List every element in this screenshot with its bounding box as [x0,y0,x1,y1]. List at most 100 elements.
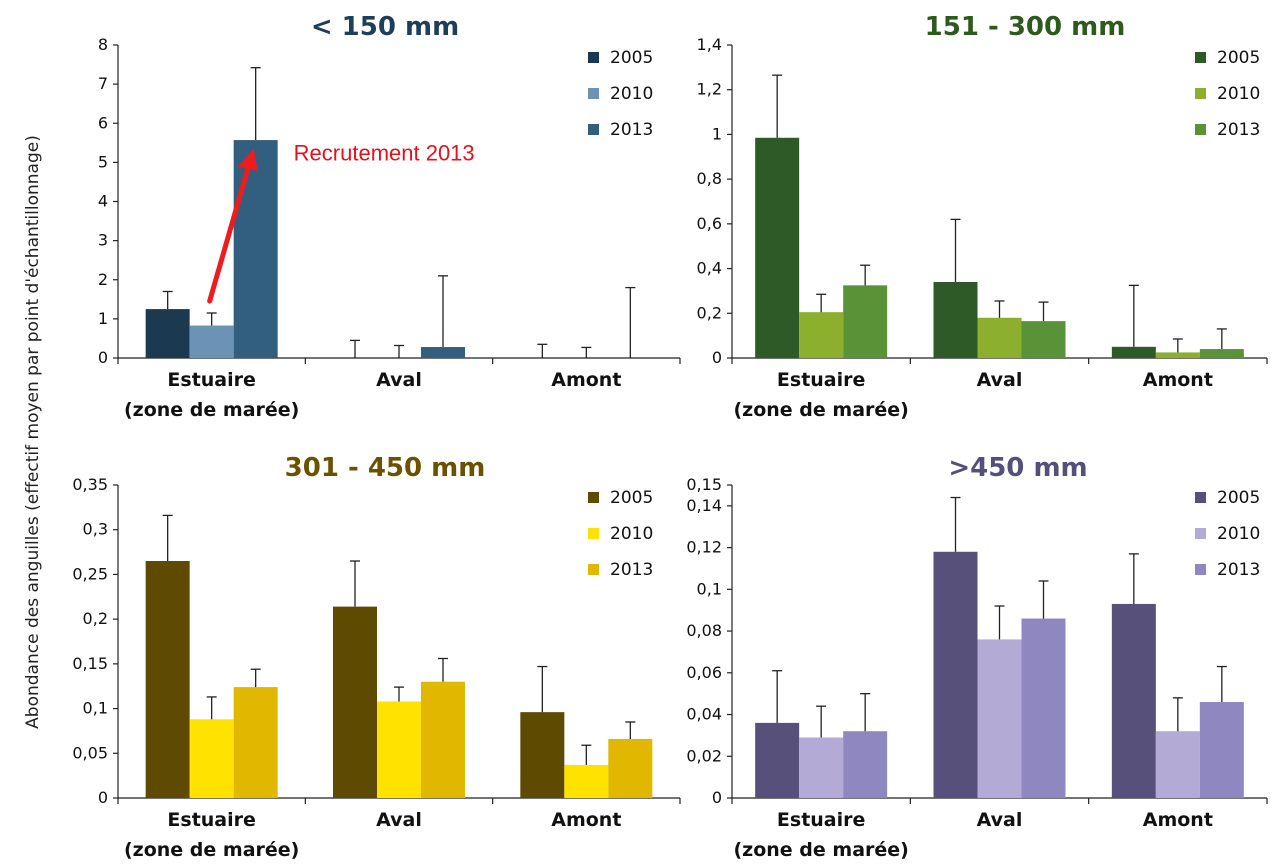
legend-label: 2010 [610,84,653,104]
category-label: Amont [551,809,621,831]
chart-title: 301 - 450 mm [285,453,486,483]
y-tick-label: 4 [98,192,108,211]
bar-2010 [189,325,234,358]
category-label: Aval [376,369,422,391]
y-tick-label: 1,4 [697,35,722,54]
bar-2010 [1155,352,1200,358]
y-tick-label: 0,4 [697,259,722,278]
category-label: Amont [551,369,621,391]
y-tick-label: 0,02 [686,746,722,765]
bar-2013 [1199,349,1244,358]
y-tick-label: 0 [98,348,108,367]
y-tick-label: 1 [98,309,108,328]
annotation-text: Recrutement 2013 [294,141,475,166]
annotation-arrow-head [237,148,258,171]
y-tick-label: 0,15 [72,654,108,673]
bar-2005 [145,309,190,358]
legend-swatch [588,528,599,539]
chart-panel-4: >450 mm 0 0,02 0,04 0,06 0,08 0,1 0,12 0,14 0,15 E… [686,453,1268,861]
bar-2005 [755,137,800,358]
chart-panel-3: 301 - 450 mm 0 0,05 0,1 0,15 0,2 0,25 0,3 0,35 Es… [72,453,681,861]
category-label: Aval [977,369,1023,391]
bar-2013 [1021,321,1066,358]
bar-2010 [977,639,1022,798]
category-label: Estuaire [167,809,256,831]
category-label: Estuaire [777,369,866,391]
bar-2013 [421,681,465,798]
bar-2010 [564,764,609,798]
legend-label: 2010 [1217,524,1260,544]
legend-label: 2005 [610,48,653,68]
y-tick-label: 0 [98,788,108,807]
bar-2013 [1021,618,1066,798]
y-tick-label: 0,6 [697,214,722,233]
legend-swatch [1195,492,1206,503]
bar-2010 [189,719,234,798]
y-tick-label: 0,1 [83,699,108,718]
y-tick-label: 0,25 [72,564,108,583]
legend-label: 2013 [1217,560,1260,580]
y-tick-label: 0,15 [686,475,722,494]
bar-2005 [1111,346,1156,358]
chart-title: 151 - 300 mm [925,12,1126,42]
category-label: Aval [977,809,1023,831]
bar-2010 [977,317,1022,358]
category-label: Estuaire [167,369,256,391]
category-label: Aval [376,809,422,831]
bar-2013 [608,738,653,798]
bar-2013 [233,140,278,358]
bar-2010 [1155,731,1200,798]
charts-container: < 150 mm 0 1 2 3 4 5 6 7 8 Estuaire (zone de marée)… [72,12,1268,861]
bar-2005 [755,722,800,798]
bar-2013 [233,687,278,798]
y-tick-label: 1,2 [697,80,722,99]
bar-2010 [799,737,844,798]
y-tick-label: 8 [98,35,108,54]
legend-swatch [588,564,599,575]
bar-2005 [333,606,377,798]
legend-swatch [1195,528,1206,539]
category-label: Amont [1143,809,1213,831]
legend-swatch [1195,564,1206,575]
y-tick-label: 0,12 [686,538,722,557]
y-tick-label: 0,05 [72,743,108,762]
y-tick-label: 6 [98,113,108,132]
shared-y-axis-label: Abondance des anguilles (effectif moyen … [23,135,43,729]
legend-swatch [588,124,599,135]
bar-2013 [843,731,888,798]
y-tick-label: 0,35 [72,475,108,494]
y-tick-label: 0,2 [83,609,108,628]
y-tick-label: 1 [712,124,722,143]
bar-2013 [421,347,465,358]
chart-panel-1: < 150 mm 0 1 2 3 4 5 6 7 8 Estuaire (zone de marée)… [98,12,681,421]
y-tick-label: 0,2 [697,303,722,322]
y-tick-label: 0,3 [83,520,108,539]
legend-swatch [588,52,599,63]
y-tick-label: 0,1 [697,579,722,598]
bar-2010 [799,312,844,358]
legend-swatch [588,492,599,503]
category-label: (zone de marée) [733,839,908,861]
y-tick-label: 7 [98,74,108,93]
chart-title: < 150 mm [311,12,459,42]
y-tick-label: 3 [98,231,108,250]
category-label: (zone de marée) [124,839,299,861]
category-label: Estuaire [777,809,866,831]
legend-label: 2005 [1217,488,1260,508]
bar-2005 [933,281,978,358]
bar-2013 [843,285,888,358]
legend-label: 2010 [1217,84,1260,104]
legend-label: 2005 [1217,48,1260,68]
y-tick-label: 0 [712,788,722,807]
bar-2013 [1199,702,1244,798]
bar-2005 [145,561,190,798]
bar-2010 [377,701,421,798]
legend-label: 2005 [610,488,653,508]
legend-label: 2010 [610,524,653,544]
legend-swatch [1195,52,1206,63]
legend-swatch [1195,88,1206,99]
chart-panel-2: 151 - 300 mm 0 0,2 0,4 0,6 0,8 1 1,2 1,4 Estuaire… [697,12,1268,421]
bar-2005 [520,712,565,798]
legend-swatch [1195,124,1206,135]
